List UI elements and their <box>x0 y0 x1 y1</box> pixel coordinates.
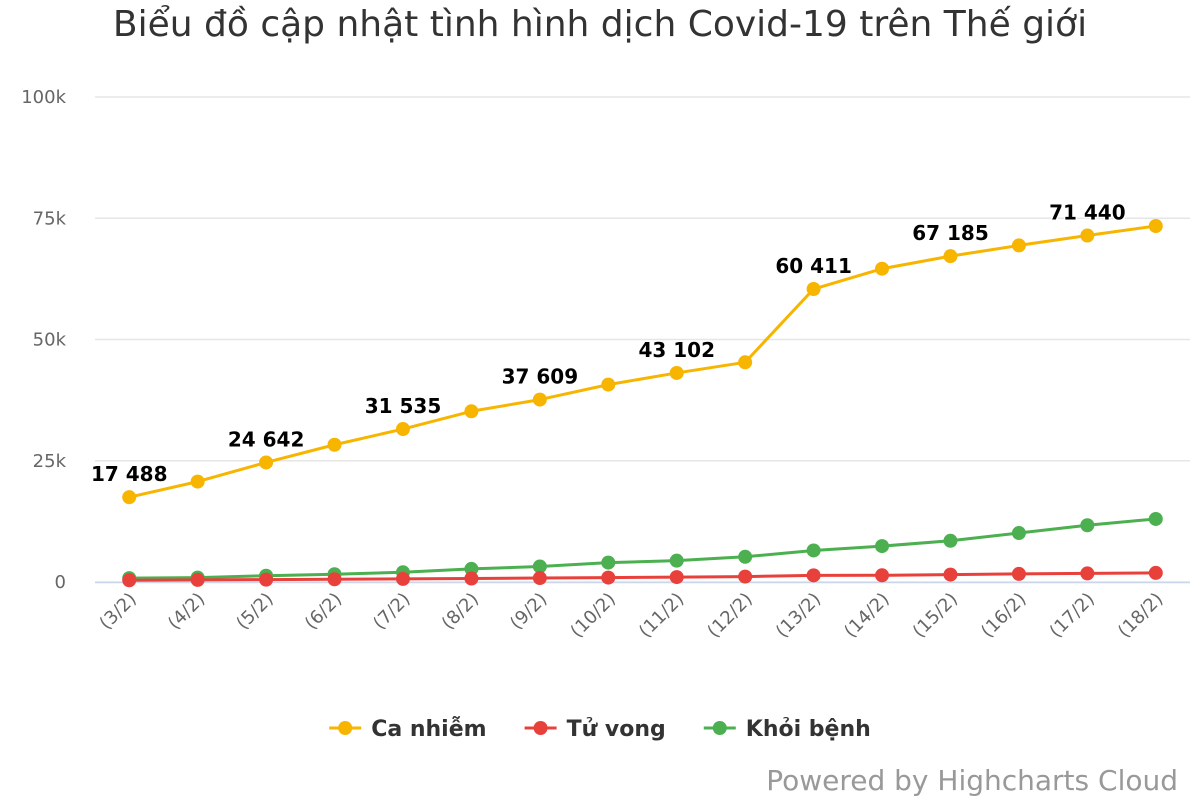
data-point[interactable] <box>1148 219 1163 234</box>
legend-label: Tử vong <box>567 717 666 742</box>
series-layer <box>122 219 1163 588</box>
data-point[interactable] <box>259 572 274 587</box>
x-tick-label: (18/2) <box>1114 589 1167 642</box>
data-point[interactable] <box>532 392 547 407</box>
y-tick-label: 50k <box>33 330 67 351</box>
x-axis: (3/2) (4/2) (5/2) (6/2) (7/2) (8/2) (9/2) (10/2… <box>95 589 1167 642</box>
legend-item[interactable]: Khỏi bệnh <box>703 717 871 742</box>
data-point[interactable] <box>122 573 137 588</box>
x-tick-label: (8/2) <box>438 589 483 634</box>
data-point[interactable] <box>1080 228 1095 243</box>
x-tick-label: (14/2) <box>840 589 893 642</box>
data-point[interactable] <box>1148 511 1163 526</box>
data-point[interactable] <box>806 543 821 558</box>
y-tick-label: 75k <box>33 208 67 229</box>
data-point[interactable] <box>1080 566 1095 581</box>
data-point[interactable] <box>601 377 616 392</box>
data-label: 37 609 <box>502 365 579 389</box>
data-point[interactable] <box>601 570 616 585</box>
data-point[interactable] <box>1080 518 1095 533</box>
legend-symbol-marker <box>338 721 353 735</box>
data-point[interactable] <box>122 490 137 505</box>
x-tick-label: (13/2) <box>772 589 825 642</box>
data-point[interactable] <box>669 365 684 380</box>
legend-item[interactable]: Tử vong <box>524 717 666 742</box>
data-label: 67 185 <box>912 221 989 245</box>
data-point[interactable] <box>806 568 821 583</box>
data-point[interactable] <box>875 261 890 276</box>
data-point[interactable] <box>327 437 342 452</box>
x-tick-label: (10/2) <box>566 589 619 642</box>
series-line <box>127 224 1158 499</box>
data-point[interactable] <box>738 355 753 370</box>
x-tick-label: (17/2) <box>1046 589 1099 642</box>
data-point[interactable] <box>669 553 684 568</box>
data-point[interactable] <box>190 572 205 587</box>
data-point[interactable] <box>395 422 410 437</box>
series-line <box>127 517 1158 580</box>
data-point[interactable] <box>669 570 684 585</box>
x-tick-label: (12/2) <box>703 589 756 642</box>
data-point[interactable] <box>738 569 753 584</box>
data-point[interactable] <box>1011 238 1026 253</box>
x-tick-label: (15/2) <box>909 589 962 642</box>
x-tick-label: (7/2) <box>369 589 414 634</box>
data-point[interactable] <box>259 455 274 470</box>
x-tick-label: (4/2) <box>164 589 209 634</box>
x-tick-label: (6/2) <box>301 589 346 634</box>
data-point[interactable] <box>1011 566 1026 581</box>
data-label: 60 411 <box>775 254 852 278</box>
data-point[interactable] <box>875 539 890 554</box>
credits-link[interactable]: Powered by Highcharts Cloud <box>766 764 1178 797</box>
data-label: 17 488 <box>91 462 168 486</box>
data-point[interactable] <box>464 571 479 586</box>
data-point[interactable] <box>1148 565 1163 580</box>
legend[interactable]: Ca nhiễm Tử vong Khỏi bệnh <box>329 717 871 742</box>
data-point[interactable] <box>464 404 479 419</box>
data-point[interactable] <box>875 568 890 583</box>
x-tick-label: (9/2) <box>506 589 551 634</box>
series-line <box>127 571 1158 582</box>
data-point[interactable] <box>464 561 479 576</box>
series-Ca nhiễm <box>122 219 1163 505</box>
y-tick-label: 25k <box>33 451 67 472</box>
data-point[interactable] <box>601 555 616 570</box>
data-point[interactable] <box>190 474 205 489</box>
x-tick-label: (5/2) <box>232 589 277 634</box>
data-point[interactable] <box>1011 526 1026 541</box>
data-label: 24 642 <box>228 427 305 451</box>
data-point[interactable] <box>395 571 410 586</box>
y-tick-label: 0 <box>55 572 66 593</box>
x-tick-label: (11/2) <box>635 589 688 642</box>
data-point[interactable] <box>943 567 958 582</box>
legend-symbol-marker <box>533 721 548 735</box>
data-point[interactable] <box>943 533 958 548</box>
legend-label: Ca nhiễm <box>371 717 486 742</box>
x-tick-label: (16/2) <box>977 589 1030 642</box>
data-point[interactable] <box>532 571 547 586</box>
data-point[interactable] <box>806 282 821 297</box>
series-Tử vong <box>122 565 1163 588</box>
data-point[interactable] <box>738 549 753 564</box>
data-label: 43 102 <box>638 338 715 362</box>
data-labels: 17 488 24 642 31 535 37 609 43 102 60 411 67 1… <box>89 199 1127 488</box>
legend-symbol-marker <box>712 721 727 735</box>
legend-label: Khỏi bệnh <box>746 717 871 742</box>
y-axis: 0 25k 50k 75k 100k <box>21 87 66 593</box>
x-tick-label: (3/2) <box>95 589 140 634</box>
data-point[interactable] <box>943 249 958 264</box>
legend-item[interactable]: Ca nhiễm <box>329 717 487 742</box>
chart-title: Biểu đồ cập nhật tình hình dịch Covid-19… <box>113 4 1087 45</box>
data-label: 71 440 <box>1049 201 1126 225</box>
data-point[interactable] <box>327 572 342 587</box>
data-point[interactable] <box>532 559 547 574</box>
data-label: 31 535 <box>365 394 442 418</box>
y-tick-label: 100k <box>21 87 66 108</box>
